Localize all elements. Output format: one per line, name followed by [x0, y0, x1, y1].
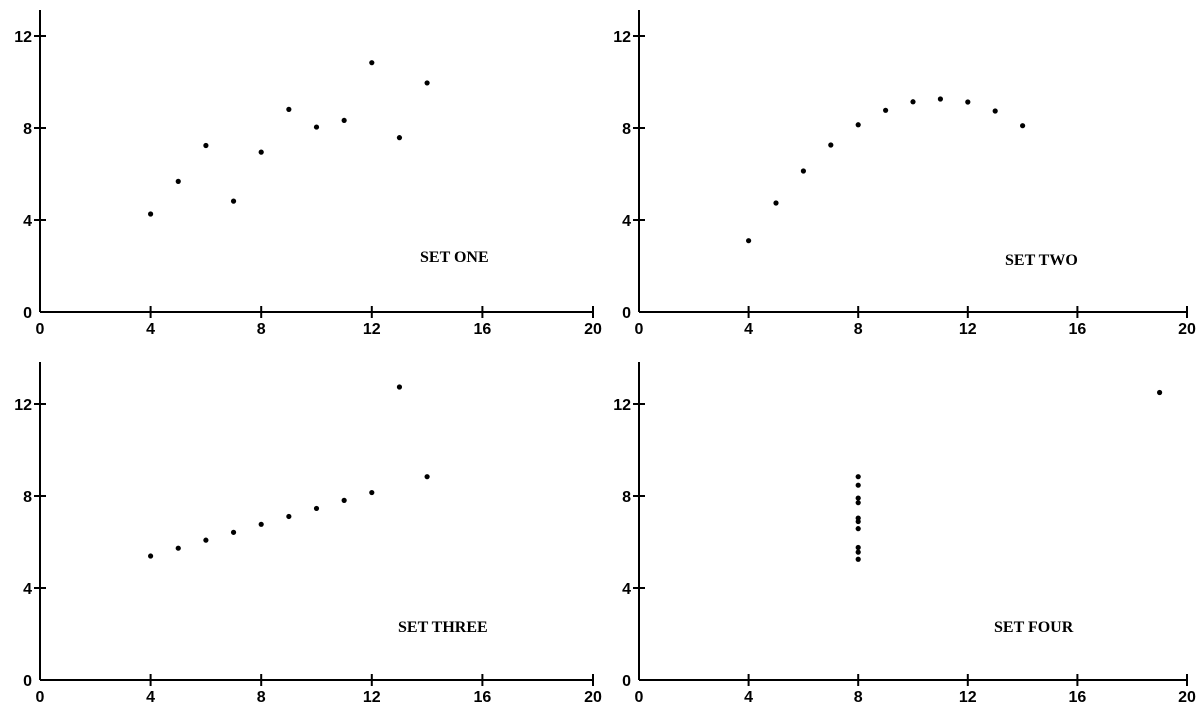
set-one-x-tick-label: 16 — [474, 321, 492, 338]
set-two-x-tick-label: 8 — [854, 321, 863, 338]
set-three-y-tick-label: 8 — [23, 489, 32, 506]
set-one-data-point — [424, 80, 430, 86]
set-two-x-tick-label: 12 — [959, 321, 977, 338]
set-two-panel: 0 4 8 12 16 20 0 4 8 12 SET TWO — [613, 10, 1196, 338]
set-three-data-point — [175, 545, 181, 551]
set-four-y-tick-label: 0 — [622, 673, 631, 690]
set-one-y-tick-label: 12 — [14, 29, 32, 46]
set-four-data-point — [855, 482, 861, 488]
set-four-x-tick-label: 4 — [744, 689, 753, 706]
set-three-data-point — [258, 521, 264, 527]
set-one-data-point — [148, 211, 154, 217]
set-two-data-point — [746, 238, 752, 244]
set-one-panel: 0 4 8 12 16 20 0 4 8 12 SET ONE — [14, 10, 602, 338]
set-two-x-tick-label: 16 — [1069, 321, 1087, 338]
set-two-data-point — [937, 96, 944, 102]
set-three-data-point — [148, 553, 154, 559]
set-four-data-point — [855, 544, 861, 551]
set-one-y-tick-label: 8 — [23, 121, 32, 138]
set-one-data-point — [286, 106, 292, 112]
set-four-x-tick-label: 12 — [959, 689, 977, 706]
set-three-y-tick-label: 4 — [23, 581, 32, 598]
set-one-title: SET ONE — [420, 249, 489, 266]
set-four-data-point — [855, 495, 861, 501]
set-one-data-point — [203, 142, 209, 149]
set-one-data-point — [230, 198, 237, 204]
set-four-data-point — [1157, 389, 1163, 396]
set-three-y-tick-label: 12 — [14, 397, 32, 414]
set-two-data-point — [883, 107, 889, 113]
set-one-data-point — [369, 60, 375, 66]
set-one-y-tick-label: 4 — [23, 213, 32, 230]
set-four-data-point — [855, 549, 861, 555]
set-three-title: SET THREE — [398, 619, 488, 636]
set-three-data-point — [369, 489, 375, 496]
set-two-y-tick-label: 12 — [613, 29, 631, 46]
set-two-data-point — [855, 122, 861, 128]
set-one-x-tick-label: 8 — [257, 321, 266, 338]
set-four-data-point — [855, 474, 861, 480]
set-four-data-point — [855, 526, 861, 532]
set-four-x-tick-label: 16 — [1069, 689, 1087, 706]
set-three-x-tick-label: 16 — [474, 689, 492, 706]
set-four-data-point — [855, 500, 861, 506]
set-two-y-tick-label: 8 — [622, 121, 631, 138]
set-two-x-tick-label: 20 — [1178, 321, 1196, 338]
set-three-x-tick-label: 0 — [36, 689, 45, 706]
set-two-data-point — [800, 168, 807, 174]
set-two-data-point — [773, 200, 779, 206]
set-four-y-tick-label: 8 — [622, 489, 631, 506]
set-one-data-point — [258, 149, 264, 155]
set-two-title: SET TWO — [1005, 252, 1078, 269]
set-two-data-point — [992, 108, 998, 114]
set-two-y-tick-label: 4 — [622, 213, 631, 230]
set-four-data-point — [855, 515, 861, 521]
set-three-data-point — [341, 497, 347, 503]
set-four-x-tick-label: 8 — [854, 689, 863, 706]
set-three-data-point — [396, 384, 403, 390]
set-three-data-point — [424, 474, 430, 480]
set-two-data-point — [828, 142, 834, 148]
set-four-y-tick-label: 4 — [622, 581, 631, 598]
set-three-data-point — [313, 505, 320, 512]
set-three-x-tick-label: 4 — [146, 689, 155, 706]
set-four-data-point — [855, 556, 861, 562]
set-one-x-tick-label: 4 — [146, 321, 155, 338]
set-three-panel: 0 4 8 12 16 20 0 4 8 12 SET THREE — [14, 362, 602, 706]
set-one-x-tick-label: 0 — [36, 321, 45, 338]
set-two-data-point — [910, 99, 916, 105]
set-three-data-point — [230, 529, 237, 535]
set-three-x-tick-label: 8 — [257, 689, 266, 706]
set-two-data-point — [1020, 123, 1026, 129]
set-four-x-tick-label: 20 — [1178, 689, 1196, 706]
set-one-x-tick-label: 12 — [363, 321, 381, 338]
set-one-x-tick-label: 20 — [584, 321, 602, 338]
set-one-data-point — [396, 135, 403, 141]
set-four-title: SET FOUR — [994, 619, 1074, 636]
set-two-data-point — [965, 99, 971, 105]
set-four-y-tick-label: 12 — [613, 397, 631, 414]
set-one-data-point — [175, 178, 181, 184]
set-three-y-tick-label: 0 — [23, 673, 32, 690]
set-one-y-tick-label: 0 — [23, 305, 32, 322]
set-two-x-tick-label: 4 — [744, 321, 753, 338]
set-four-panel: 0 4 8 12 16 20 0 4 8 12 SET FOUR — [613, 362, 1196, 706]
set-one-data-point — [313, 124, 320, 130]
set-four-x-tick-label: 0 — [635, 689, 644, 706]
set-three-x-tick-label: 20 — [584, 689, 602, 706]
set-one-data-point — [341, 117, 347, 124]
set-two-x-tick-label: 0 — [635, 321, 644, 338]
set-three-data-point — [286, 513, 292, 520]
set-two-y-tick-label: 0 — [622, 305, 631, 322]
set-three-data-point — [203, 537, 209, 543]
set-three-x-tick-label: 12 — [363, 689, 381, 706]
